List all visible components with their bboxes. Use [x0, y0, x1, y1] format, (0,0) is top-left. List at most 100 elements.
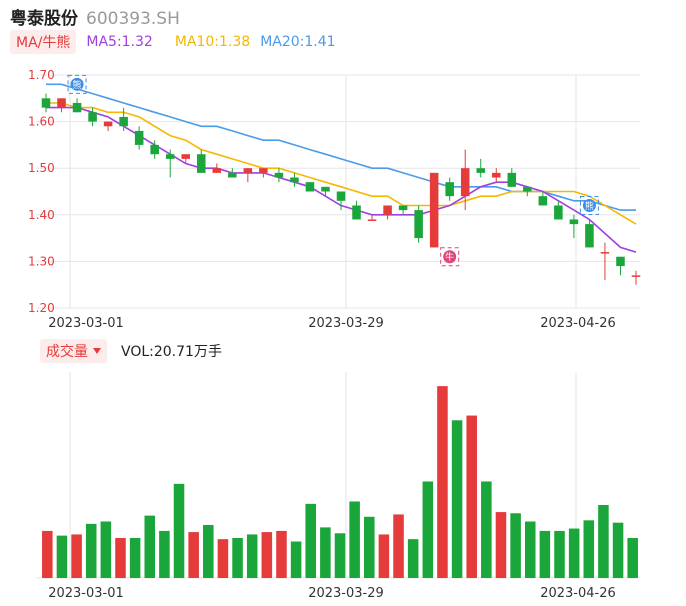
- candle: [569, 214, 579, 239]
- candle: [523, 186, 532, 197]
- candle-body: [445, 182, 454, 197]
- bull-marker-icon: 牛: [440, 247, 460, 267]
- candle: [228, 168, 237, 178]
- volume-bar: [144, 515, 156, 578]
- volume-indicator-dropdown[interactable]: 成交量: [40, 339, 107, 363]
- candle: [383, 205, 392, 220]
- candle: [507, 168, 517, 187]
- candle-body: [150, 144, 159, 155]
- candle: [57, 98, 66, 113]
- volume-bar: [173, 483, 185, 578]
- candle-body: [523, 186, 532, 192]
- volume-bar: [554, 530, 565, 578]
- candle-body: [414, 210, 423, 239]
- date-tick-label: 2023-04-26: [540, 586, 616, 601]
- candle-body: [460, 168, 470, 197]
- candle: [367, 214, 377, 221]
- price-tick-label: 1.50: [28, 161, 55, 175]
- candle: [321, 186, 330, 197]
- candle-body: [290, 177, 299, 183]
- volume-bar: [188, 532, 199, 578]
- volume-bar: [203, 525, 214, 578]
- volume-bar: [612, 522, 624, 578]
- candle-body: [429, 172, 439, 248]
- candle-body: [134, 130, 144, 145]
- candle-body: [212, 168, 222, 173]
- volume-bar: [422, 481, 434, 578]
- candle-body: [274, 172, 284, 178]
- candle-body: [538, 196, 548, 206]
- price-tick-label: 1.30: [28, 254, 55, 268]
- candle: [585, 219, 594, 248]
- candle-body: [41, 98, 51, 108]
- candle-body: [165, 154, 175, 159]
- bear-marker-icon: 熊: [67, 74, 87, 94]
- volume-bar: [56, 535, 68, 578]
- volume-bar: [85, 523, 97, 578]
- candle: [631, 270, 641, 285]
- candle: [429, 172, 439, 248]
- date-tick-label: 2023-04-26: [540, 316, 616, 331]
- price-tick-label: 1.20: [28, 301, 55, 315]
- volume-bar: [407, 539, 419, 578]
- price-tick-label: 1.40: [28, 208, 55, 222]
- candle-body: [398, 205, 408, 211]
- candle-body: [88, 112, 97, 122]
- candle-body: [243, 168, 253, 173]
- candle-body: [336, 191, 346, 201]
- ma-indicator-toggle[interactable]: MA/牛熊: [10, 30, 77, 54]
- candle: [290, 172, 299, 187]
- candle-body: [57, 98, 66, 108]
- marker-frame: [579, 195, 599, 215]
- candle-body: [181, 154, 191, 159]
- volume-bar: [305, 503, 316, 578]
- ma10-line: [46, 102, 637, 225]
- candle: [103, 121, 113, 131]
- volume-bar: [583, 520, 595, 578]
- stock-header: 粤泰股份 600393.SH: [10, 4, 180, 29]
- candle: [41, 93, 51, 113]
- volume-bar: [598, 505, 609, 578]
- stock-name: 粤泰股份: [10, 9, 78, 29]
- candle: [165, 149, 175, 178]
- candle: [398, 205, 408, 215]
- volume-bar: [42, 530, 53, 578]
- date-tick-label: 2023-03-01: [48, 586, 124, 601]
- volume-bar: [466, 415, 477, 578]
- volume-bar: [290, 541, 302, 578]
- candle: [150, 140, 159, 159]
- candle-body: [259, 168, 268, 173]
- volume-bar: [71, 534, 82, 578]
- volume-value: VOL:20.71万手: [121, 344, 222, 360]
- volume-bar: [115, 537, 126, 578]
- ma-legend: MA/牛熊 MA5:1.32 MA10:1.38 MA20:1.41: [10, 30, 336, 54]
- volume-bar: [627, 537, 638, 578]
- volume-bar: [568, 528, 580, 578]
- candle: [88, 107, 97, 127]
- candle-body: [72, 102, 82, 113]
- bear-marker-icon: 熊: [579, 195, 599, 215]
- marker-dot: [582, 198, 596, 212]
- candle-body: [305, 182, 315, 192]
- price-tick-label: 1.70: [28, 68, 55, 82]
- marker-label: 熊: [585, 200, 594, 212]
- volume-bar: [320, 527, 331, 578]
- marker-frame: [67, 74, 87, 94]
- volume-bar: [232, 537, 243, 578]
- candle: [538, 191, 548, 206]
- candle: [616, 256, 625, 276]
- volume-bar: [276, 530, 287, 578]
- volume-bar: [393, 514, 404, 578]
- ma5-legend: MA5:1.32: [86, 34, 153, 50]
- candle: [600, 242, 610, 281]
- candle-body: [616, 256, 625, 267]
- candle-body: [476, 168, 486, 173]
- candle: [212, 163, 222, 173]
- candle: [476, 158, 486, 178]
- volume-bar: [481, 481, 492, 578]
- marker-dot: [70, 77, 84, 91]
- volume-bar: [129, 537, 141, 578]
- candle-body: [321, 186, 330, 192]
- candle: [196, 149, 206, 173]
